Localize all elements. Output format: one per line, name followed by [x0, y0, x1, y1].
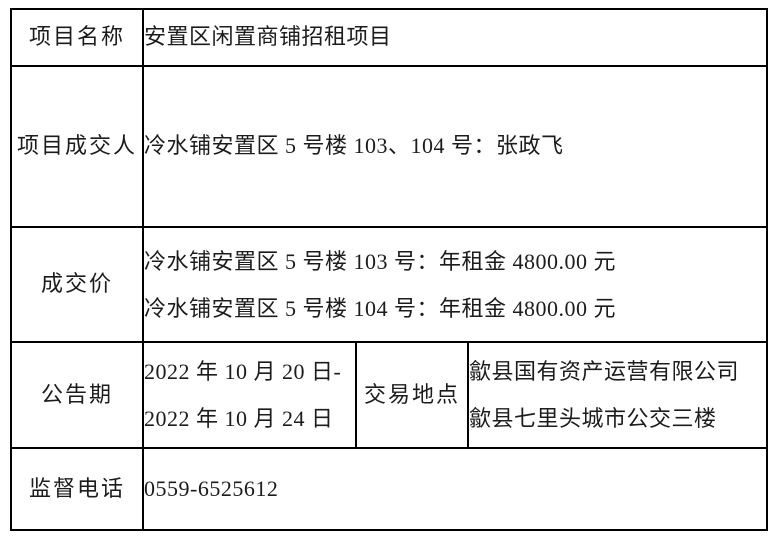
trade-location-line-1: 歙县国有资产运营有限公司 [469, 359, 740, 384]
trade-location-value: 歙县国有资产运营有限公司 歙县七里头城市公交三楼 [467, 341, 768, 449]
trade-location-label: 交易地点 [355, 341, 469, 449]
announcement-table: 项目名称 安置区闲置商铺招租项目 项目成交人 冷水铺安置区 5 号楼 103、1… [10, 8, 768, 531]
announcement-period-value: 2022 年 10 月 20 日- 2022 年 10 月 24 日 [142, 341, 357, 449]
announcement-period-line-1: 2022 年 10 月 20 日- [144, 359, 342, 384]
deal-price-line-1: 冷水铺安置区 5 号楼 103 号：年租金 4800.00 元 [144, 248, 617, 274]
deal-price-value: 冷水铺安置区 5 号楼 103 号：年租金 4800.00 元 冷水铺安置区 5… [142, 226, 768, 343]
table-row-project-name: 项目名称 安置区闲置商铺招租项目 [10, 8, 768, 67]
table-row-deal-price: 成交价 冷水铺安置区 5 号楼 103 号：年租金 4800.00 元 冷水铺安… [10, 226, 768, 343]
announcement-period-label: 公告期 [10, 341, 144, 449]
announcement-period-line-2: 2022 年 10 月 24 日 [144, 406, 334, 431]
table-row-announcement-period: 公告期 2022 年 10 月 20 日- 2022 年 10 月 24 日 交… [10, 341, 768, 449]
trade-location-line-2: 歙县七里头城市公交三楼 [469, 406, 717, 431]
deal-price-label: 成交价 [10, 226, 144, 343]
project-name-value: 安置区闲置商铺招租项目 [142, 8, 768, 67]
deal-price-line-2: 冷水铺安置区 5 号楼 104 号：年租金 4800.00 元 [144, 295, 617, 321]
project-winner-value: 冷水铺安置区 5 号楼 103、104 号：张政飞 [142, 65, 768, 228]
table-row-supervision-phone: 监督电话 0559-6525612 [10, 447, 768, 531]
supervision-phone-value: 0559-6525612 [142, 447, 768, 531]
project-name-label: 项目名称 [10, 8, 144, 67]
supervision-phone-label: 监督电话 [10, 447, 144, 531]
table-row-project-winner: 项目成交人 冷水铺安置区 5 号楼 103、104 号：张政飞 [10, 65, 768, 228]
project-winner-label: 项目成交人 [10, 65, 144, 228]
